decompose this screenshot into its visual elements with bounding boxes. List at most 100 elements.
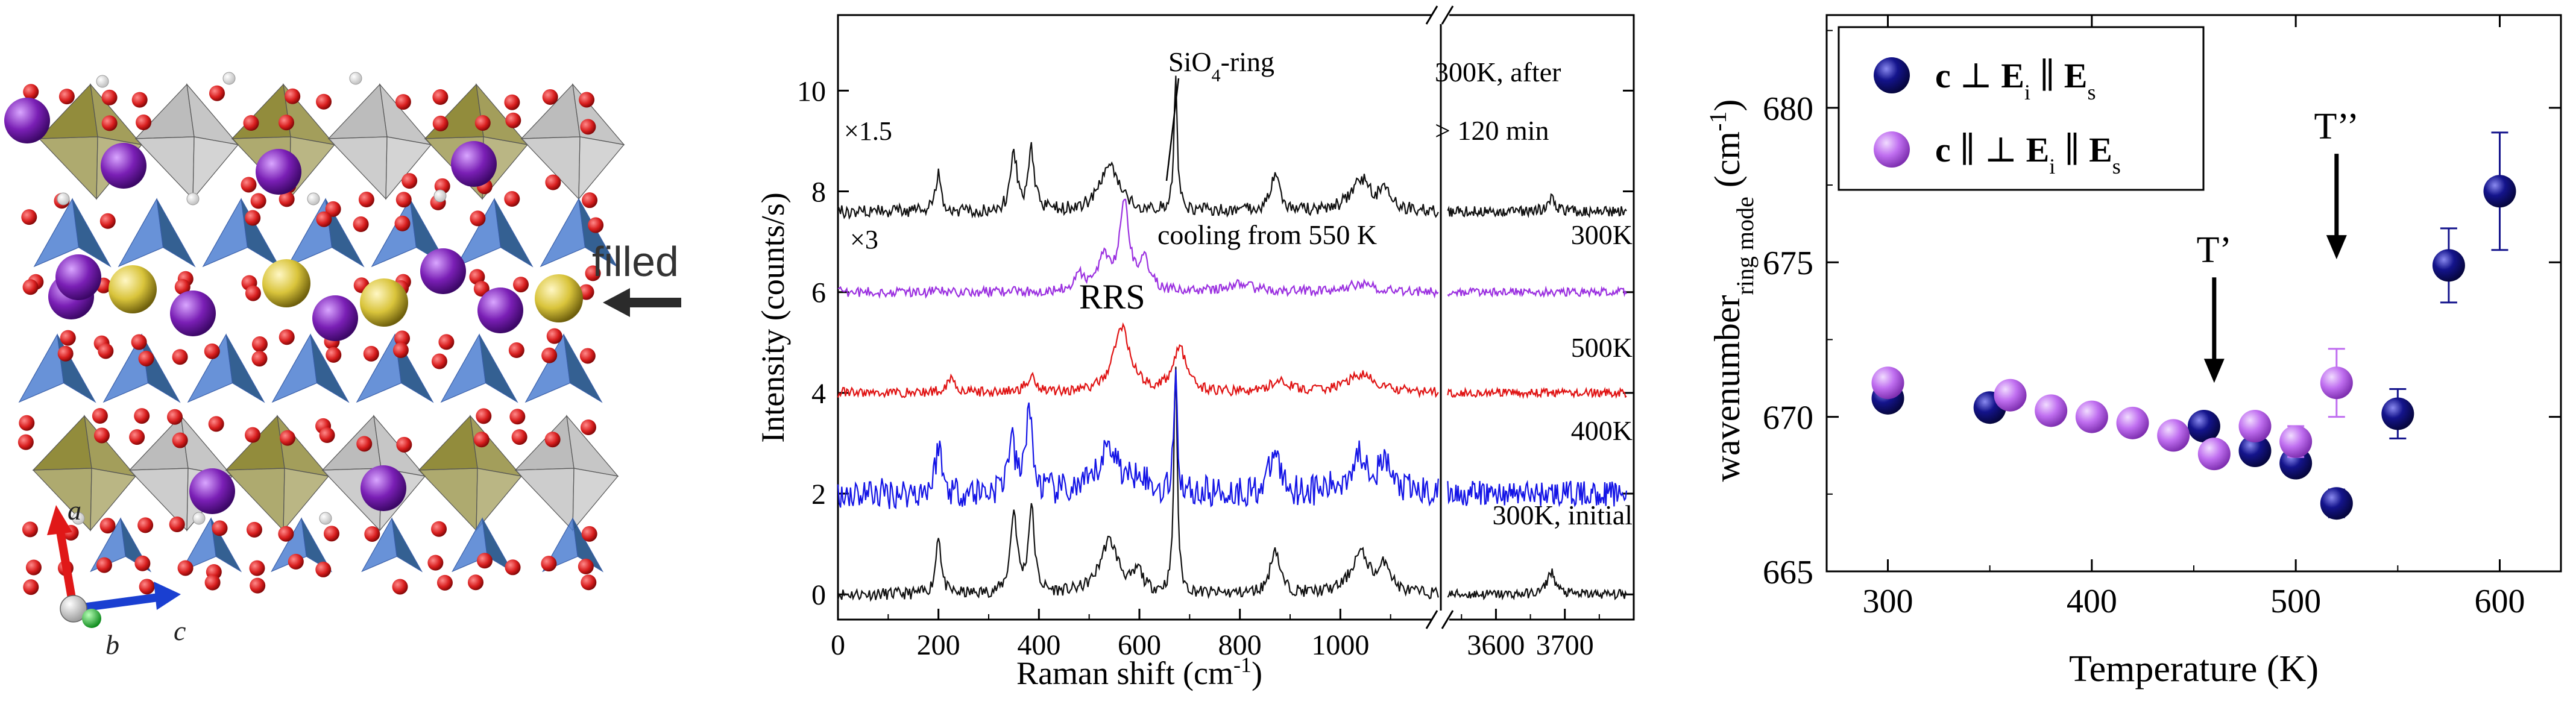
data-point <box>2238 435 2272 468</box>
spectrum-line <box>837 366 1439 602</box>
oxygen-atom <box>23 84 39 100</box>
tetrahedron-face <box>479 334 518 403</box>
hydrogen-atom <box>349 72 362 85</box>
oxygen-atom <box>250 193 266 209</box>
octahedron-face <box>514 468 575 532</box>
temp-ticks: 665 670 675 680 300 400 500 600 <box>1763 15 2561 620</box>
axis-break-top <box>1425 5 1454 25</box>
spectrum-line-oh-region <box>1447 568 1628 601</box>
octahedron-face <box>385 136 432 200</box>
data-point <box>2238 409 2272 442</box>
tetrahedron <box>455 198 534 268</box>
data-point <box>2197 438 2231 471</box>
data-point <box>2035 394 2068 427</box>
oxygen-atom <box>21 209 37 225</box>
tetrahedron-face <box>202 198 248 268</box>
sio4-ring-annotation: SiO4-ring <box>1168 46 1274 86</box>
tetrahedron-face <box>371 198 417 268</box>
axis-break-bottom <box>1425 610 1454 629</box>
oxygen-atom <box>23 579 39 595</box>
oxygen-atom <box>585 265 601 281</box>
oxygen-atom <box>138 350 154 366</box>
hydrogen-atom <box>307 192 320 206</box>
oxygen-atom <box>278 115 294 131</box>
oxygen-atom <box>541 347 558 363</box>
x-tick-label: 300 <box>1863 583 1913 620</box>
tetrahedron <box>118 198 196 268</box>
oxygen-atom <box>101 89 118 105</box>
legend: c ⊥ Ei ∥ Es c ∥ ⊥ Ei ∥ Es <box>1838 26 2205 191</box>
octahedron-face <box>231 83 291 139</box>
octahedron-face <box>327 83 388 139</box>
oxygen-atom <box>582 192 598 209</box>
tetrahedron-face <box>391 518 423 573</box>
oxygen-atom <box>101 115 118 131</box>
oxygen-atom <box>364 526 380 542</box>
octahedron-face <box>418 415 478 471</box>
octahedron <box>38 83 143 200</box>
octahedron-face <box>572 468 619 532</box>
hydrogen-atom <box>192 512 206 525</box>
potassium-atom <box>361 465 406 511</box>
y-tick-label: 8 <box>811 177 826 209</box>
oxygen-atom <box>60 330 76 346</box>
hydrogen-atom <box>186 192 200 206</box>
oxygen-atom <box>363 345 379 362</box>
spectrum-line <box>837 198 1439 300</box>
data-point <box>2075 400 2108 433</box>
potassium-atom <box>420 248 466 294</box>
y-tick-label: 4 <box>811 378 826 410</box>
oxygen-atom <box>579 348 596 364</box>
tetrahedron-face <box>225 334 265 403</box>
oxygen-atom <box>243 115 259 131</box>
oxygen-atom <box>134 555 151 571</box>
spectrum-line-oh-region <box>1447 480 1628 507</box>
transition-arrow-head <box>2203 359 2225 383</box>
data-point <box>2116 406 2149 439</box>
octahedron-face <box>38 136 98 200</box>
x-tick-label: 3600 <box>1467 629 1525 661</box>
sodium-atom <box>262 259 310 307</box>
oxygen-atom <box>505 112 521 128</box>
octahedron-face <box>180 415 233 477</box>
raman-series-lines <box>837 75 1628 602</box>
label-300k-initial: 300K, initial <box>1492 500 1633 530</box>
oxygen-atom <box>315 561 332 577</box>
potassium-atom <box>55 254 101 300</box>
octahedron <box>514 415 619 532</box>
octahedron-face <box>476 468 523 532</box>
hydrogen-atom <box>319 512 332 525</box>
potassium-atom <box>189 468 235 514</box>
oxygen-atom <box>251 351 268 367</box>
oxygen-atom <box>250 577 266 594</box>
filled-label: filled <box>592 238 679 285</box>
oxygen-atom <box>436 574 453 591</box>
x-tick-label: 500 <box>2270 583 2321 620</box>
oxygen-atom <box>172 432 188 448</box>
oxygen-atom <box>474 115 491 131</box>
oxygen-atom <box>249 560 265 576</box>
oxygen-atom <box>513 277 529 293</box>
octahedron <box>327 83 432 200</box>
label-300k-cooled: 300K <box>1571 219 1633 250</box>
oxygen-atom <box>470 210 486 227</box>
label-300k-after: 300K, after <box>1435 57 1561 87</box>
octahedron-face <box>321 415 382 471</box>
oxygen-atom <box>25 559 42 576</box>
tetrahedron-face <box>156 198 196 268</box>
oxygen-atom <box>402 173 418 189</box>
tetrahedron-face <box>18 333 65 403</box>
tetrahedron <box>440 333 518 403</box>
raman-plot-frame-left <box>837 14 1442 621</box>
oxygen-atom <box>358 192 374 208</box>
oxygen-atom <box>581 526 597 542</box>
oxygen-atom <box>288 553 304 570</box>
oxygen-atom <box>212 520 228 536</box>
potassium-atom <box>451 141 497 187</box>
oxygen-atom <box>324 526 340 542</box>
oxygen-atom <box>209 85 225 101</box>
oxygen-atom <box>504 94 520 110</box>
tetrahedron-face <box>455 198 502 268</box>
oxygen-atom <box>174 279 191 295</box>
oxygen-atom <box>542 89 558 105</box>
